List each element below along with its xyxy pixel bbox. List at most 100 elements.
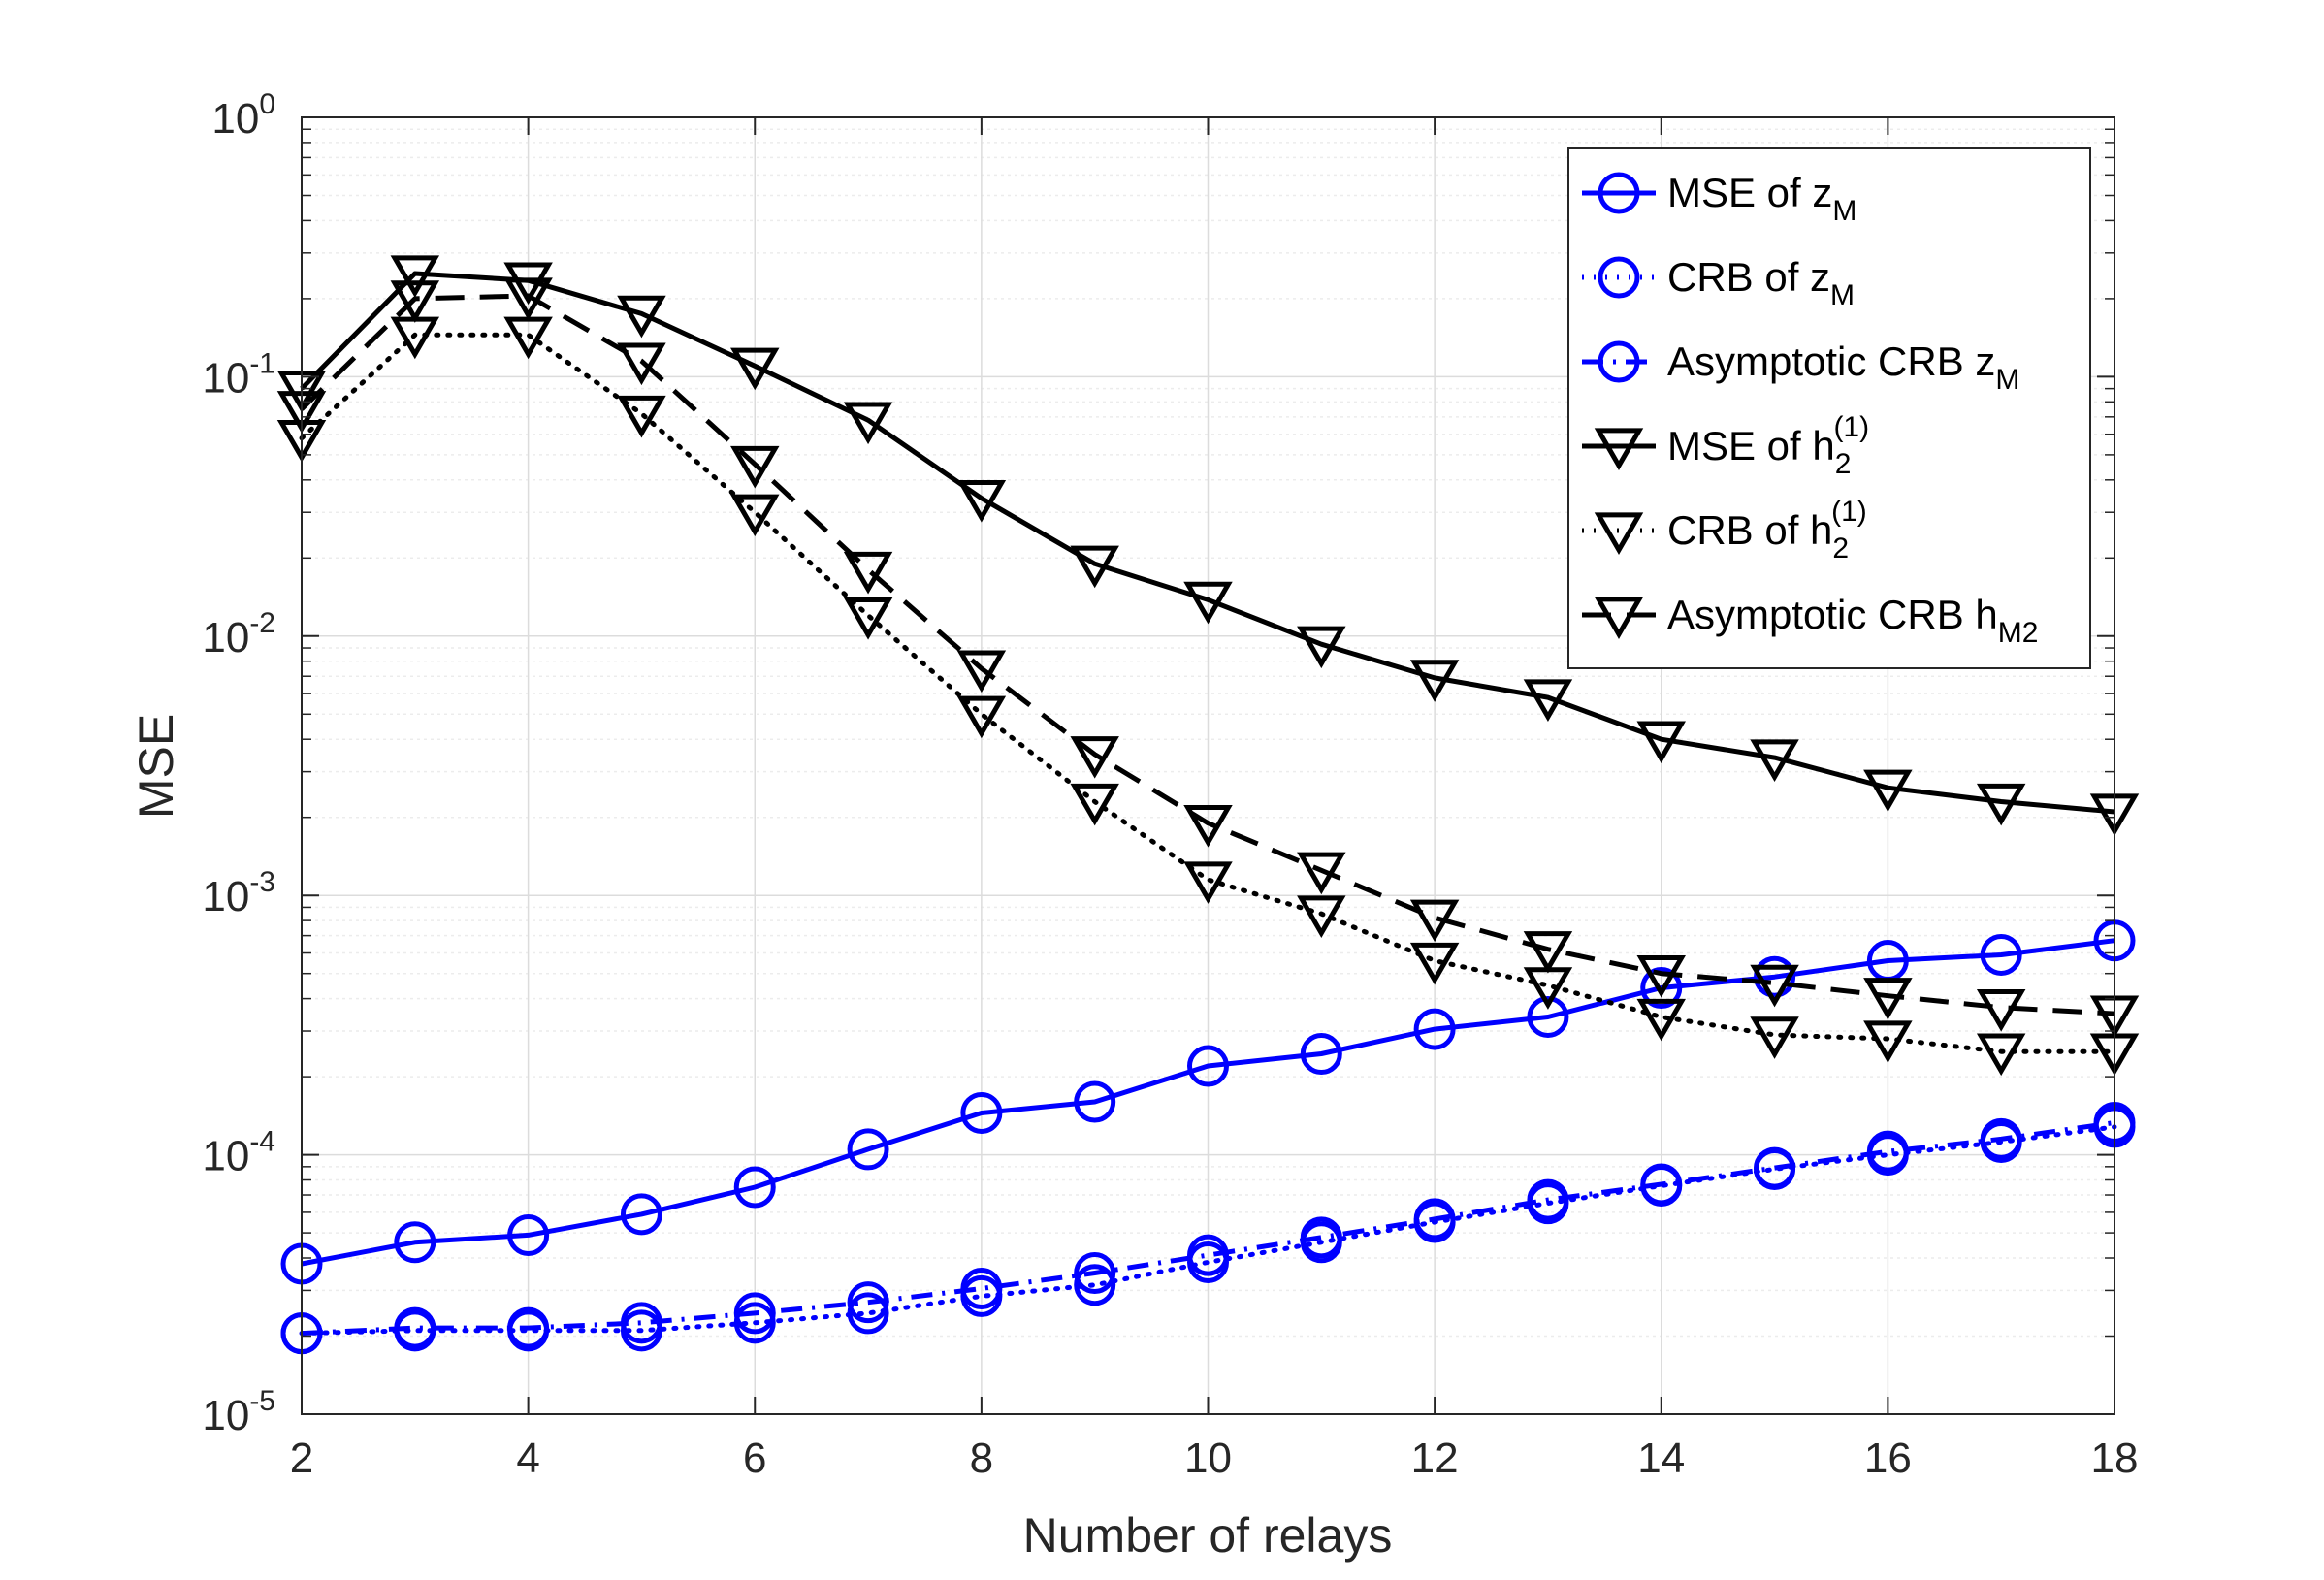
triangle-marker <box>1183 805 1233 848</box>
triangle-marker <box>1594 428 1644 470</box>
triangle-marker <box>1750 1016 1799 1059</box>
legend-label: Asymptotic CRB hM2 <box>1667 592 2038 649</box>
circle-marker <box>1187 1234 1229 1276</box>
circle-marker <box>620 1193 662 1236</box>
x-tick-label: 8 <box>970 1435 993 1482</box>
circle-marker <box>733 1166 776 1209</box>
circle-marker <box>1300 1216 1342 1259</box>
y-tick-label: 100 <box>211 88 275 143</box>
triangle-marker <box>1976 783 2026 826</box>
triangle-marker <box>956 650 1007 693</box>
triangle-marker <box>730 347 780 391</box>
x-tick-label: 14 <box>1637 1435 1685 1482</box>
circle-marker <box>1413 1198 1456 1241</box>
triangle-marker <box>1594 512 1644 555</box>
y-tick-label: 10-1 <box>202 347 275 402</box>
triangle-marker <box>617 295 666 339</box>
x-tick-label: 16 <box>1864 1435 1912 1482</box>
series-line <box>299 1124 2117 1337</box>
y-axis-label: MSE <box>129 714 183 819</box>
legend-label: CRB of h2(1) <box>1667 496 1867 564</box>
x-tick-label: 18 <box>2091 1435 2139 1482</box>
series-line <box>299 332 2117 1054</box>
y-tick-labels: 10-5 10-4 10-3 10-2 10-1 100 <box>202 88 275 1439</box>
legend-label: MSE of zM <box>1667 170 1856 227</box>
circle-marker <box>507 1306 550 1349</box>
x-tick-label: 2 <box>290 1435 313 1482</box>
triangle-marker <box>1409 899 1460 943</box>
triangle-marker <box>1523 679 1573 722</box>
y-tick-label: 10-2 <box>202 607 275 661</box>
legend-label: MSE of h2(1) <box>1667 411 1869 480</box>
triangle-marker <box>730 445 780 489</box>
circle-marker <box>1598 256 1640 299</box>
triangle-marker <box>1297 895 1346 939</box>
circle-marker <box>507 1213 550 1256</box>
legend-box <box>1567 147 2091 669</box>
circle-marker <box>620 1302 662 1344</box>
circle-marker <box>1187 1045 1229 1087</box>
circle-marker <box>1074 1264 1116 1306</box>
legend: MSE of zM CRB of zM Asymptotic CRB zM MSE o… <box>1567 147 2091 669</box>
triangle-marker <box>390 255 440 298</box>
triangle-marker <box>1976 989 2026 1032</box>
circle-marker <box>1598 340 1640 383</box>
triangle-marker <box>1863 1020 1913 1063</box>
triangle-marker <box>730 494 780 537</box>
x-tick-label: 12 <box>1411 1435 1459 1482</box>
triangle-marker <box>390 280 440 323</box>
circle-marker <box>1754 1146 1796 1189</box>
circle-marker <box>1754 955 1796 998</box>
series-layer <box>276 255 2140 1355</box>
triangle-marker <box>956 480 1007 523</box>
circle-marker <box>1866 1130 1909 1173</box>
circle-marker <box>960 1091 1003 1134</box>
y-tick-label: 10-3 <box>202 866 275 920</box>
legend-label: CRB of zM <box>1667 254 1855 311</box>
circle-marker <box>394 1221 436 1264</box>
triangle-marker <box>1070 783 1119 826</box>
circle-marker <box>1527 1178 1569 1221</box>
triangle-marker <box>1409 942 1460 985</box>
triangle-marker <box>1750 964 1799 1008</box>
triangle-marker <box>1070 545 1119 589</box>
circle-marker <box>847 1281 889 1324</box>
triangle-marker <box>1863 978 1913 1020</box>
triangle-marker <box>1636 721 1686 764</box>
circle-marker <box>1598 172 1640 214</box>
triangle-marker <box>1863 769 1913 813</box>
triangle-marker <box>617 342 666 386</box>
circle-marker <box>1074 1252 1116 1295</box>
circle-marker <box>1980 933 2022 976</box>
triangle-marker <box>1636 998 1686 1042</box>
circle-marker <box>1074 1080 1116 1123</box>
legend-label: Asymptotic CRB zM <box>1667 339 2019 396</box>
x-tick-label: 10 <box>1184 1435 1232 1482</box>
circle-marker <box>1640 1163 1683 1206</box>
series-line <box>301 938 2115 1267</box>
x-tick-label: 6 <box>743 1435 766 1482</box>
triangle-marker <box>843 597 893 640</box>
series-line <box>300 293 2115 1016</box>
y-tick-label: 10-4 <box>202 1126 275 1180</box>
circle-marker <box>1980 1117 2022 1160</box>
triangle-marker <box>1297 852 1346 895</box>
circle-marker <box>1640 967 1683 1010</box>
circle-marker <box>394 1306 436 1349</box>
triangle-marker <box>843 551 893 595</box>
circle-marker <box>960 1267 1003 1309</box>
triangle-marker <box>1750 739 1799 783</box>
x-tick-label: 4 <box>516 1435 539 1482</box>
circle-marker <box>847 1292 889 1335</box>
circle-marker <box>1413 1008 1456 1050</box>
triangle-marker <box>1409 660 1460 702</box>
x-tick-labels: 2 4 6 8 10 12 14 16 18 <box>290 1435 2139 1482</box>
triangle-marker <box>1183 581 1233 625</box>
triangle-marker <box>1297 626 1346 669</box>
circle-marker <box>1527 995 1569 1038</box>
y-tick-label: 10-5 <box>202 1385 275 1439</box>
triangle-marker <box>1070 736 1119 779</box>
triangle-marker <box>503 277 553 320</box>
triangle-marker <box>956 695 1007 739</box>
